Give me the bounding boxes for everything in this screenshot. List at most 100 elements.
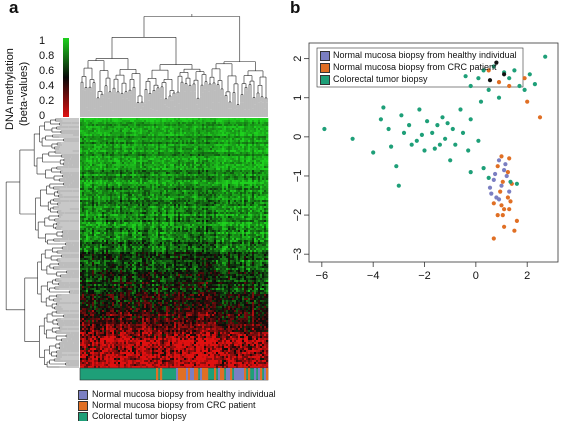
heatmap-cell <box>152 198 155 201</box>
heatmap-cell <box>84 190 87 193</box>
heatmap-cell <box>130 148 133 151</box>
heatmap-cell <box>172 146 175 149</box>
heatmap-cell <box>256 176 259 179</box>
heatmap-cell <box>216 198 219 201</box>
heatmap-cell <box>154 148 157 151</box>
heatmap-cell <box>120 198 123 201</box>
heatmap-cell <box>172 156 175 159</box>
heatmap-cell <box>138 154 141 157</box>
heatmap-cell <box>250 154 253 157</box>
heatmap-cell <box>156 176 159 179</box>
heatmap-cell <box>258 126 261 129</box>
heatmap-cell <box>166 174 169 177</box>
heatmap-cell <box>82 136 85 139</box>
heatmap-cell <box>206 146 209 149</box>
heatmap-cell <box>200 196 203 199</box>
heatmap-cell <box>80 184 83 187</box>
heatmap-cell <box>150 178 153 181</box>
heatmap-cell <box>174 142 177 145</box>
heatmap-cell <box>210 120 213 123</box>
heatmap-cell <box>208 160 211 163</box>
heatmap-cell <box>214 192 217 195</box>
heatmap-cell <box>124 166 127 169</box>
heatmap-cell <box>246 196 249 199</box>
heatmap-cell <box>228 192 231 195</box>
heatmap-cell <box>210 176 213 179</box>
heatmap-cell <box>224 178 227 181</box>
heatmap-cell <box>252 148 255 151</box>
heatmap-cell <box>174 170 177 173</box>
heatmap-cell <box>154 168 157 171</box>
heatmap-cell <box>128 194 131 197</box>
heatmap-cell <box>248 130 251 133</box>
heatmap-cell <box>186 166 189 169</box>
heatmap-cell <box>258 196 261 199</box>
heatmap-cell <box>220 168 223 171</box>
heatmap-cell <box>240 158 243 161</box>
heatmap-cell <box>154 136 157 139</box>
heatmap-cell <box>92 132 95 135</box>
heatmap-cell <box>176 182 179 185</box>
heatmap-cell <box>128 152 131 155</box>
heatmap-cell <box>170 134 173 137</box>
heatmap-cell <box>258 166 261 169</box>
heatmap-cell <box>214 176 217 179</box>
heatmap-cell <box>246 178 249 181</box>
heatmap-cell <box>208 168 211 171</box>
heatmap-cell <box>136 138 139 141</box>
heatmap-cell <box>118 166 121 169</box>
heatmap-cell <box>116 126 119 129</box>
heatmap-cell <box>174 130 177 133</box>
heatmap-cell <box>106 118 109 121</box>
heatmap-cell <box>210 162 213 165</box>
heatmap-cell <box>254 156 257 159</box>
heatmap-cell <box>264 154 267 157</box>
heatmap-cell <box>224 190 227 193</box>
heatmap-cell <box>126 136 129 139</box>
heatmap-cell <box>152 136 155 139</box>
heatmap-cell <box>238 136 241 139</box>
heatmap-cell <box>252 130 255 133</box>
heatmap-cell <box>218 158 221 161</box>
heatmap-cell <box>206 180 209 183</box>
heatmap-cell <box>186 188 189 191</box>
heatmap-cell <box>92 202 95 205</box>
heatmap-cell <box>242 162 245 165</box>
heatmap-cell <box>186 154 189 157</box>
heatmap-cell <box>260 128 263 131</box>
heatmap-cell <box>240 202 243 205</box>
heatmap-cell <box>80 198 83 201</box>
heatmap-cell <box>142 170 145 173</box>
heatmap-cell <box>176 188 179 191</box>
heatmap-cell <box>136 152 139 155</box>
heatmap-cell <box>240 134 243 137</box>
heatmap-cell <box>266 122 269 125</box>
heatmap-cell <box>240 186 243 189</box>
heatmap-cell <box>260 174 263 177</box>
heatmap-cell <box>256 132 259 135</box>
heatmap-cell <box>186 180 189 183</box>
heatmap-cell <box>114 144 117 147</box>
heatmap-cell <box>102 186 105 189</box>
heatmap-cell <box>104 160 107 163</box>
heatmap-cell <box>180 178 183 181</box>
heatmap-cell <box>260 136 263 139</box>
heatmap-cell <box>148 136 151 139</box>
heatmap-cell <box>166 190 169 193</box>
heatmap-cell <box>144 150 147 153</box>
heatmap-cell <box>192 130 195 133</box>
heatmap-cell <box>208 142 211 145</box>
heatmap-cell <box>238 168 241 171</box>
heatmap-cell <box>112 136 115 139</box>
heatmap-cell <box>148 198 151 201</box>
heatmap-cell <box>136 168 139 171</box>
heatmap-cell <box>248 134 251 137</box>
heatmap-cell <box>196 184 199 187</box>
heatmap-cell <box>202 160 205 163</box>
heatmap-cell <box>234 156 237 159</box>
heatmap-cell <box>160 178 163 181</box>
heatmap-cell <box>158 188 161 191</box>
heatmap-cell <box>162 128 165 131</box>
heatmap-cell <box>254 146 257 149</box>
heatmap-cell <box>186 158 189 161</box>
